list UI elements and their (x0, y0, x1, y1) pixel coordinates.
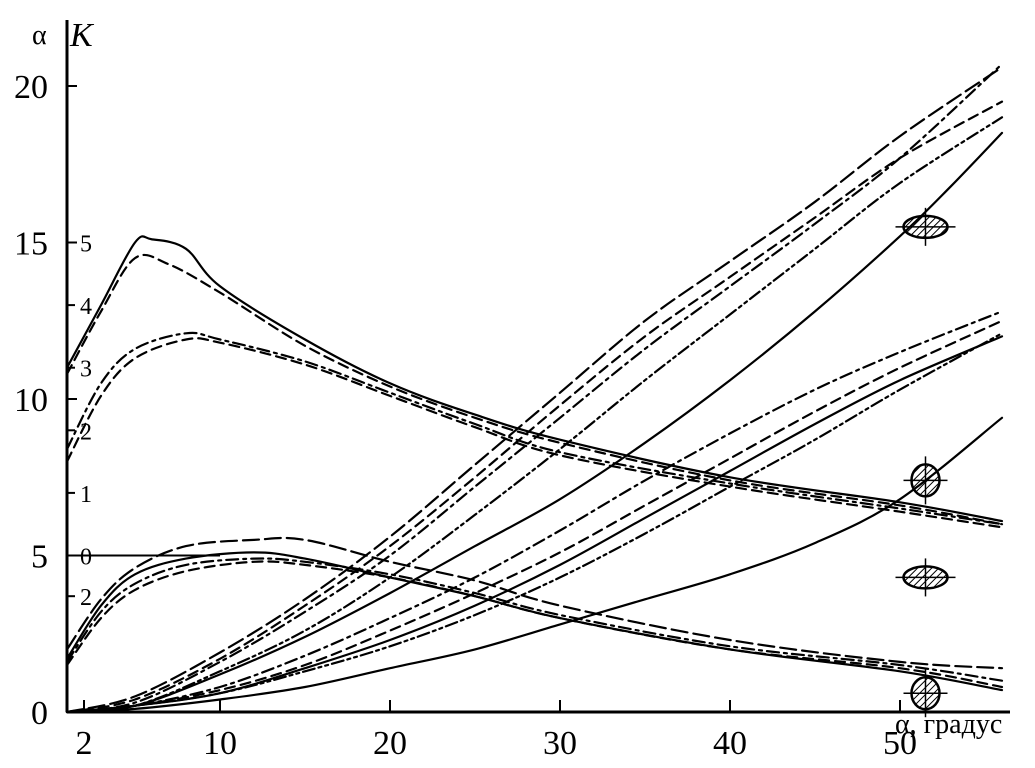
x-tick-label: 40 (713, 725, 747, 762)
x-axis-label: α, градус (895, 709, 1002, 740)
series-line-rising_high-11 (65, 116, 1004, 714)
series-line-K_low-4 (65, 536, 1004, 670)
alpha-tick-label: 4 (80, 294, 92, 320)
x-tick-label: 20 (373, 725, 407, 762)
alpha-tick-label: 2 (80, 419, 92, 445)
y-tick-label: 5 (31, 539, 48, 576)
x-tick-label: 50 (883, 725, 917, 762)
curves-layer (65, 62, 1004, 714)
alpha-tick-label: 2 (80, 585, 92, 611)
series-line-rising_high-12 (65, 131, 1004, 714)
alpha-tick-label: 3 (80, 357, 92, 383)
x-tick-label: 10 (203, 725, 237, 762)
y-tick-label: 20 (14, 69, 48, 106)
section-marker-ellipse-horizontal-1 (895, 207, 956, 246)
series-line-K_peak-1 (65, 253, 1004, 526)
y-tick-label: 10 (14, 382, 48, 419)
x-tick-label: 2 (76, 725, 93, 762)
alpha-tick-label: 0 (80, 545, 92, 571)
markers-layer (895, 207, 956, 718)
y-axis-label-K: K (69, 17, 95, 54)
series-line-K_low-5 (65, 551, 1004, 692)
series-line-K_peak-0 (65, 235, 1004, 523)
section-marker-circle-1 (903, 456, 948, 505)
series-line-rising_low-16 (65, 332, 1004, 714)
series-line-K_mid-3 (65, 337, 1004, 529)
y-tick-label: 0 (31, 695, 48, 732)
y-tick-label: 15 (14, 226, 48, 263)
x-tick-label: 30 (543, 725, 577, 762)
series-line-K_mid-2 (65, 331, 1004, 526)
series-line-rising_low-15 (65, 335, 1004, 714)
section-marker-ellipse-horizontal-2 (895, 558, 956, 597)
series-line-K_low-7 (65, 560, 1004, 689)
y-axis-label-alpha: α (32, 20, 47, 51)
alpha-tick-label: 1 (80, 482, 92, 508)
series-line-rising_low-14 (65, 319, 1004, 714)
series-line-K_low-6 (65, 557, 1004, 682)
section-marker-circle-2 (903, 669, 948, 718)
series-line-rising_low-17 (65, 416, 1004, 714)
series-line-rising_high-9 (65, 66, 1004, 714)
alpha-tick-label: 5 (80, 232, 92, 258)
series-line-rising_low-13 (65, 310, 1004, 714)
series-line-rising_high-8 (65, 100, 1004, 714)
series-line-rising_high-10 (65, 62, 1004, 714)
